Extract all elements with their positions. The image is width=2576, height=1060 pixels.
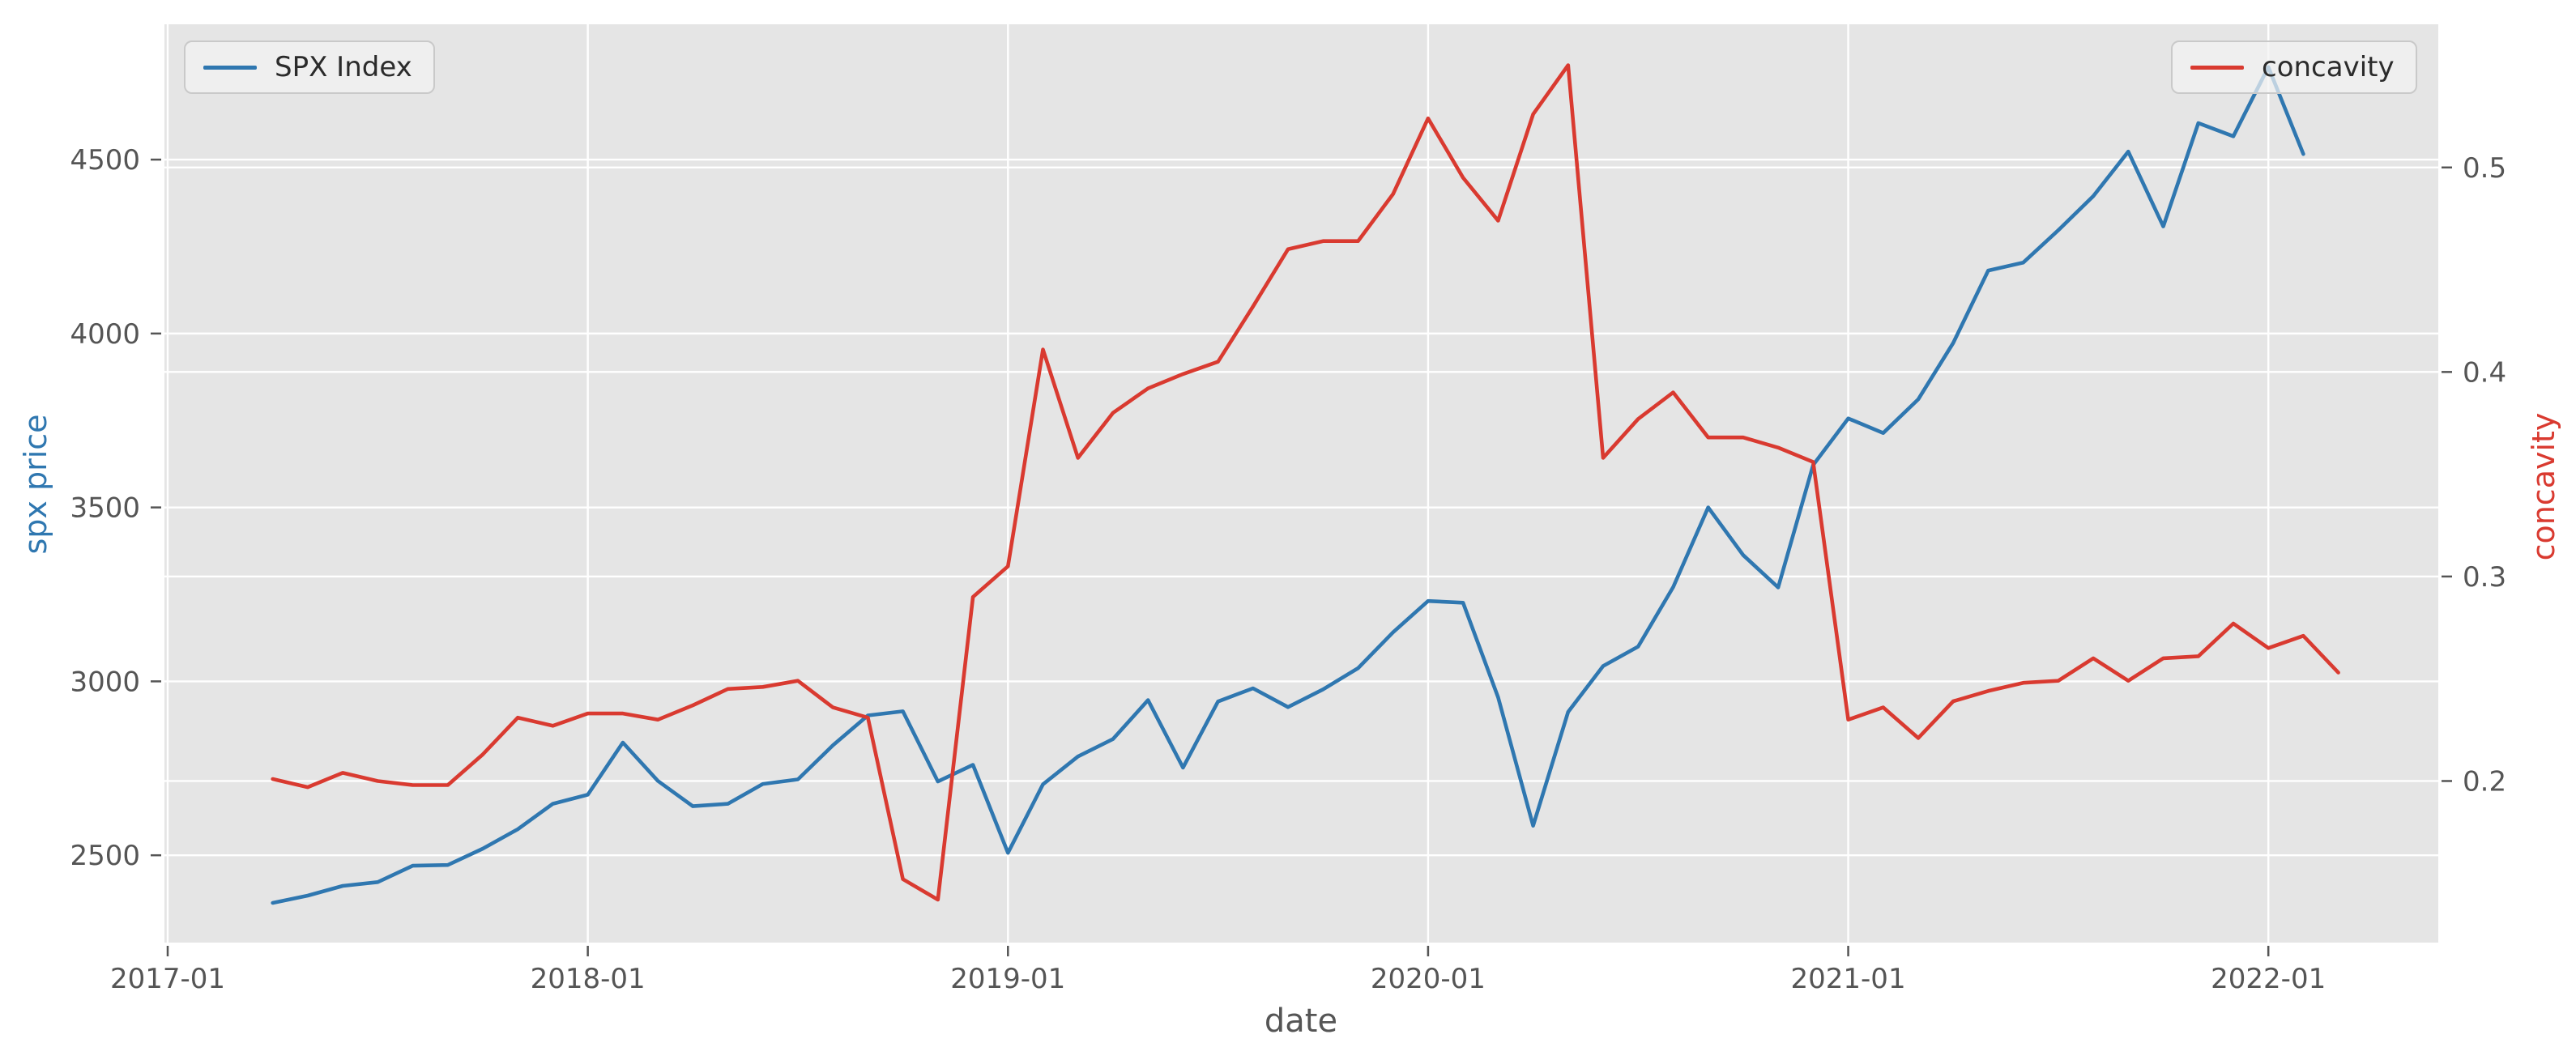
- y-axis-label-left: spx price: [18, 414, 53, 555]
- plot-area: [164, 24, 2438, 943]
- x-tick-label: 2021-01: [1791, 963, 1906, 995]
- y-right-tick-label: 0.2: [2463, 765, 2506, 798]
- legend-spx-index: SPX Index: [184, 40, 435, 94]
- spx-index-line: [271, 65, 2305, 905]
- y-left-tick-label: 3000: [70, 666, 140, 698]
- x-tick-label: 2018-01: [531, 963, 646, 995]
- x-tick-label: 2022-01: [2211, 963, 2326, 995]
- concavity-line-swatch: [2190, 65, 2244, 70]
- legend-concavity-label: concavity: [2262, 51, 2395, 83]
- x-tick-label: 2017-01: [110, 963, 225, 995]
- y-left-tick-label: 3500: [70, 492, 140, 525]
- spx-line-swatch: [203, 65, 257, 70]
- legend-concavity: concavity: [2171, 40, 2417, 94]
- y-axis-label-right: concavity: [2526, 412, 2561, 561]
- y-left-tick-label: 4000: [70, 318, 140, 351]
- legend-spx-label: SPX Index: [275, 51, 412, 83]
- y-right-tick-label: 0.4: [2463, 356, 2506, 389]
- concavity-line: [271, 63, 2340, 902]
- y-left-tick-label: 2500: [70, 840, 140, 872]
- x-axis-label: date: [1264, 1003, 1338, 1040]
- x-tick-label: 2020-01: [1371, 963, 1486, 995]
- x-tick-label: 2019-01: [950, 963, 1065, 995]
- y-right-tick-label: 0.5: [2463, 152, 2506, 185]
- y-left-tick-label: 4500: [70, 144, 140, 177]
- y-right-tick-label: 0.3: [2463, 561, 2506, 594]
